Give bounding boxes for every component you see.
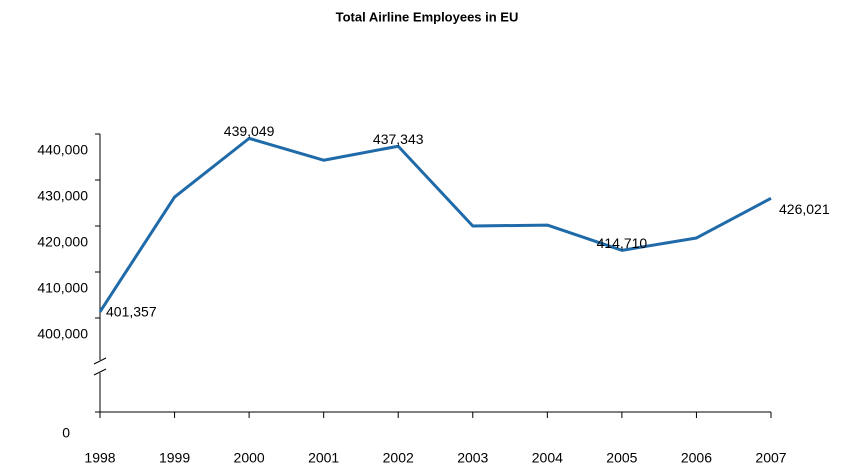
- x-tick-label: 1998: [84, 450, 115, 466]
- y-tick-label: 420,000: [37, 234, 88, 250]
- x-tick-label: 2005: [606, 450, 637, 466]
- x-tick-label: 2000: [234, 450, 265, 466]
- data-label: 439,049: [224, 123, 275, 139]
- data-label: 426,021: [779, 201, 830, 217]
- x-tick-label: 2003: [457, 450, 488, 466]
- chart-title: Total Airline Employees in EU: [336, 9, 519, 24]
- data-line: [98, 136, 772, 313]
- axis-break: [93, 368, 107, 376]
- axis-break: [93, 357, 107, 365]
- x-tick-label: 2004: [532, 450, 563, 466]
- y-tick-label: 440,000: [37, 142, 88, 158]
- y-tick-label: 400,000: [37, 326, 88, 342]
- x-tick-label: 1999: [159, 450, 190, 466]
- y-tick-label: 430,000: [37, 188, 88, 204]
- y-tick-label: 0: [62, 425, 70, 441]
- y-tick-label: 410,000: [37, 280, 88, 296]
- data-label: 401,357: [106, 303, 157, 319]
- data-label: 414,710: [597, 235, 648, 251]
- x-tick-label: 2006: [681, 450, 712, 466]
- x-tick-label: 2001: [308, 450, 339, 466]
- x-tick-label: 2002: [383, 450, 414, 466]
- x-tick-label: 2007: [755, 450, 786, 466]
- data-label: 437,343: [373, 131, 424, 147]
